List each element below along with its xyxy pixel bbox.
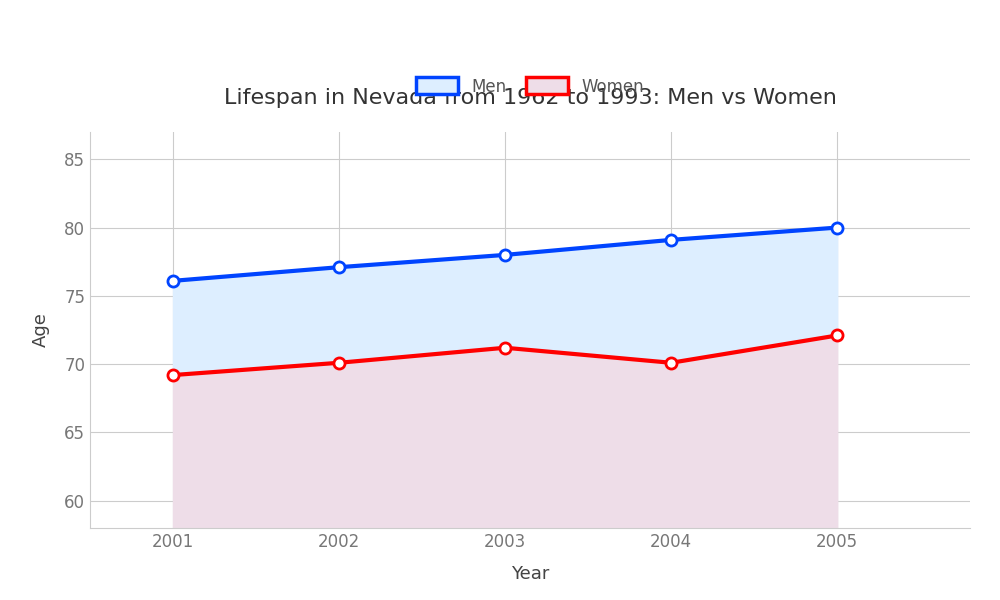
Legend: Men, Women: Men, Women (408, 69, 652, 104)
X-axis label: Year: Year (511, 565, 549, 583)
Y-axis label: Age: Age (32, 313, 50, 347)
Title: Lifespan in Nevada from 1962 to 1993: Men vs Women: Lifespan in Nevada from 1962 to 1993: Me… (224, 88, 836, 108)
